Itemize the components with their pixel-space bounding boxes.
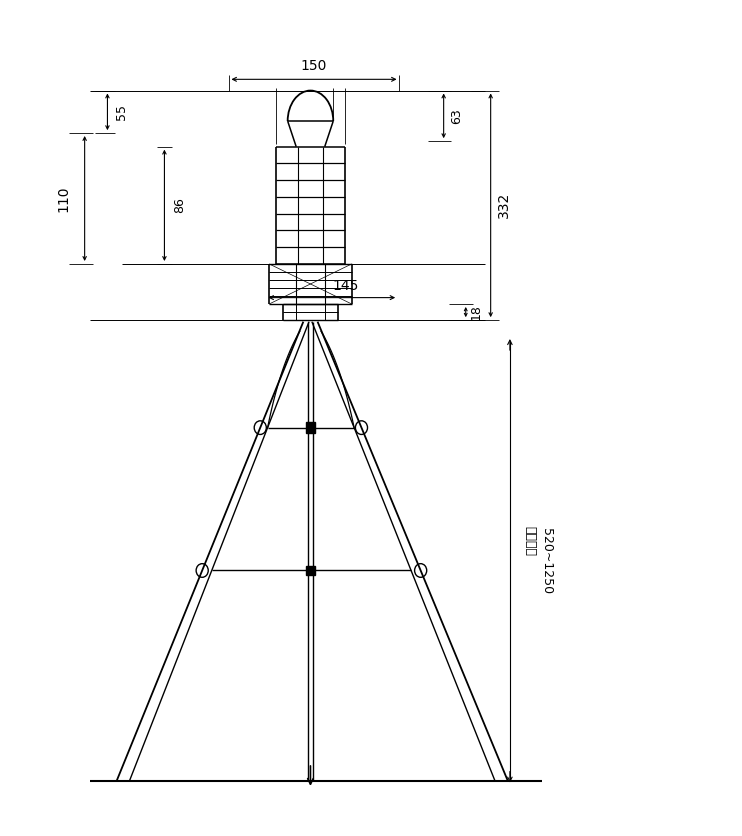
Bar <box>306 566 315 575</box>
Text: 110: 110 <box>56 186 70 212</box>
Text: 150: 150 <box>301 59 327 74</box>
Bar <box>306 422 315 433</box>
Text: 520~1250: 520~1250 <box>540 528 554 594</box>
Text: 18: 18 <box>470 304 483 320</box>
Text: 伸缩范围: 伸缩范围 <box>523 526 536 556</box>
Text: 332: 332 <box>496 192 510 218</box>
Text: 86: 86 <box>174 197 186 213</box>
Text: 63: 63 <box>450 108 463 124</box>
Text: 145: 145 <box>333 279 359 293</box>
Text: 55: 55 <box>115 104 128 120</box>
